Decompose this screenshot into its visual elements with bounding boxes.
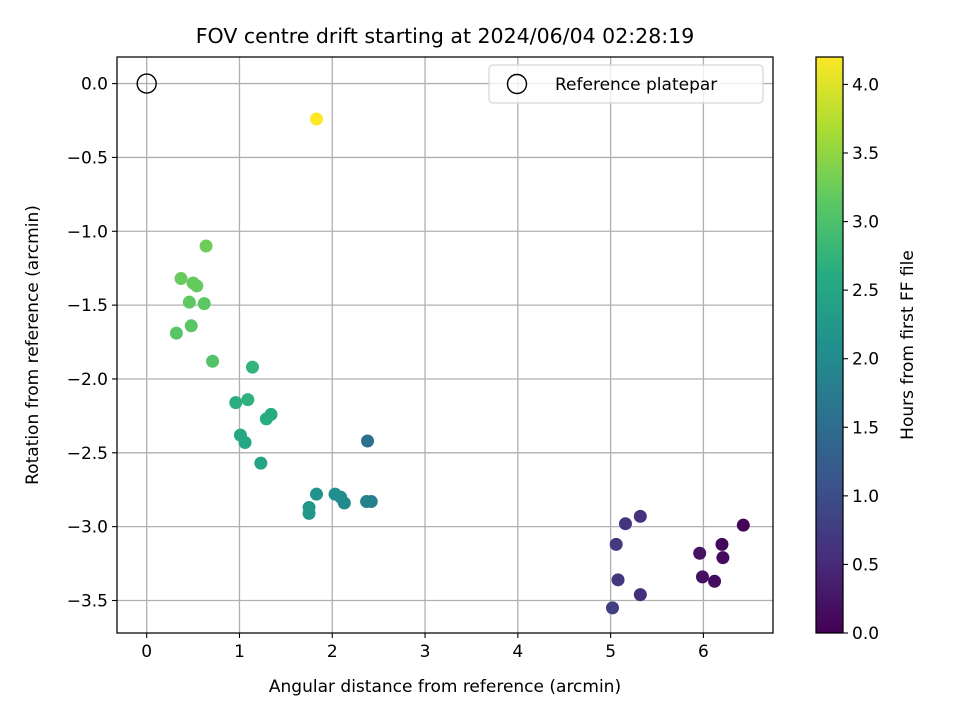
colorbar-tick-label: 0.0	[852, 624, 879, 644]
scatter-point	[302, 500, 316, 514]
scatter-point	[328, 487, 342, 501]
y-tick-label: −3.5	[67, 592, 108, 612]
scatter-point	[186, 276, 200, 290]
y-tick-label: 0.0	[81, 75, 108, 95]
x-axis-ticks: 0 1 2 3 4 5 6	[141, 633, 709, 662]
colorbar-frame	[815, 56, 844, 634]
scatter-point	[184, 319, 198, 333]
scatter-point	[716, 551, 730, 565]
colorbar-tick-label: 3.0	[852, 213, 879, 233]
scatter-point	[309, 112, 323, 126]
scatter-point	[360, 495, 374, 509]
colorbar-tick-label: 4.0	[852, 75, 879, 95]
data-points	[169, 112, 750, 615]
plot-area: 0 1 2 3 4 5 6 0.0 −0.5 −1.0 −1.5 −2.0 −2.5 −3.0 −3.5	[67, 56, 774, 662]
x-tick-label: 6	[698, 642, 709, 662]
scatter-point	[618, 517, 632, 531]
scatter-point	[633, 509, 647, 523]
y-tick-label: −1.0	[67, 222, 108, 242]
y-tick-label: −3.0	[67, 518, 108, 538]
scatter-point	[693, 546, 707, 560]
scatter-point	[245, 360, 259, 374]
colorbar-label: Hours from first FF file	[898, 250, 918, 440]
chart-title: FOV centre drift starting at 2024/06/04 …	[196, 24, 695, 48]
colorbar-tick-label: 2.0	[852, 350, 879, 370]
x-tick-label: 5	[605, 642, 616, 662]
scatter-point	[736, 518, 750, 532]
colorbar-tick-label: 3.5	[852, 144, 879, 164]
scatter-point	[197, 297, 211, 311]
scatter-point	[715, 537, 729, 551]
scatter-point	[229, 396, 243, 410]
scatter-point	[605, 601, 619, 615]
scatter-point	[254, 456, 268, 470]
colorbar-tick-label: 1.0	[852, 487, 879, 507]
legend-label: Reference platepar	[555, 75, 717, 95]
x-tick-label: 3	[420, 642, 431, 662]
scatter-point	[169, 326, 183, 340]
scatter-point	[708, 574, 722, 588]
x-tick-label: 2	[327, 642, 338, 662]
legend-reference-marker	[506, 73, 528, 95]
axes-frame	[116, 56, 774, 634]
y-axis-label: Rotation from reference (arcmin)	[23, 205, 43, 485]
colorbar-gradient	[816, 57, 843, 633]
scatter-point	[233, 428, 247, 442]
reference-marker	[136, 73, 157, 94]
reference-marker-group	[136, 73, 157, 94]
scatter-point	[199, 239, 213, 253]
grid	[117, 57, 773, 633]
y-axis-ticks: 0.0 −0.5 −1.0 −1.5 −2.0 −2.5 −3.0 −3.5	[67, 75, 117, 612]
y-tick-label: −0.5	[67, 148, 108, 168]
legend: Reference platepar	[488, 64, 764, 104]
y-tick-label: −1.5	[67, 296, 108, 316]
scatter-point	[174, 272, 188, 286]
scatter-point	[309, 487, 323, 501]
colorbar: 0.0 0.5 1.0 1.5 2.0 2.5 3.0 3.5 4.0 Hours from f…	[815, 56, 918, 644]
scatter-point	[609, 537, 623, 551]
scatter-point	[182, 295, 196, 309]
scatter-point	[206, 354, 220, 368]
scatter-point	[611, 573, 625, 587]
scatter-point	[259, 412, 273, 426]
scatter-point	[633, 588, 647, 602]
x-tick-label: 1	[234, 642, 245, 662]
x-tick-label: 4	[512, 642, 523, 662]
colorbar-tick-label: 0.5	[852, 555, 879, 575]
colorbar-tick-label: 2.5	[852, 281, 879, 301]
x-axis-label: Angular distance from reference (arcmin)	[269, 677, 621, 697]
x-tick-label: 0	[141, 642, 152, 662]
legend-box	[488, 64, 764, 104]
colorbar-ticks: 0.0 0.5 1.0 1.5 2.0 2.5 3.0 3.5 4.0	[843, 75, 879, 644]
y-tick-label: −2.0	[67, 370, 108, 390]
scatter-point	[361, 434, 375, 448]
y-tick-label: −2.5	[67, 444, 108, 464]
scatter-point	[695, 570, 709, 584]
scatter-point	[241, 393, 255, 407]
colorbar-tick-label: 1.5	[852, 418, 879, 438]
